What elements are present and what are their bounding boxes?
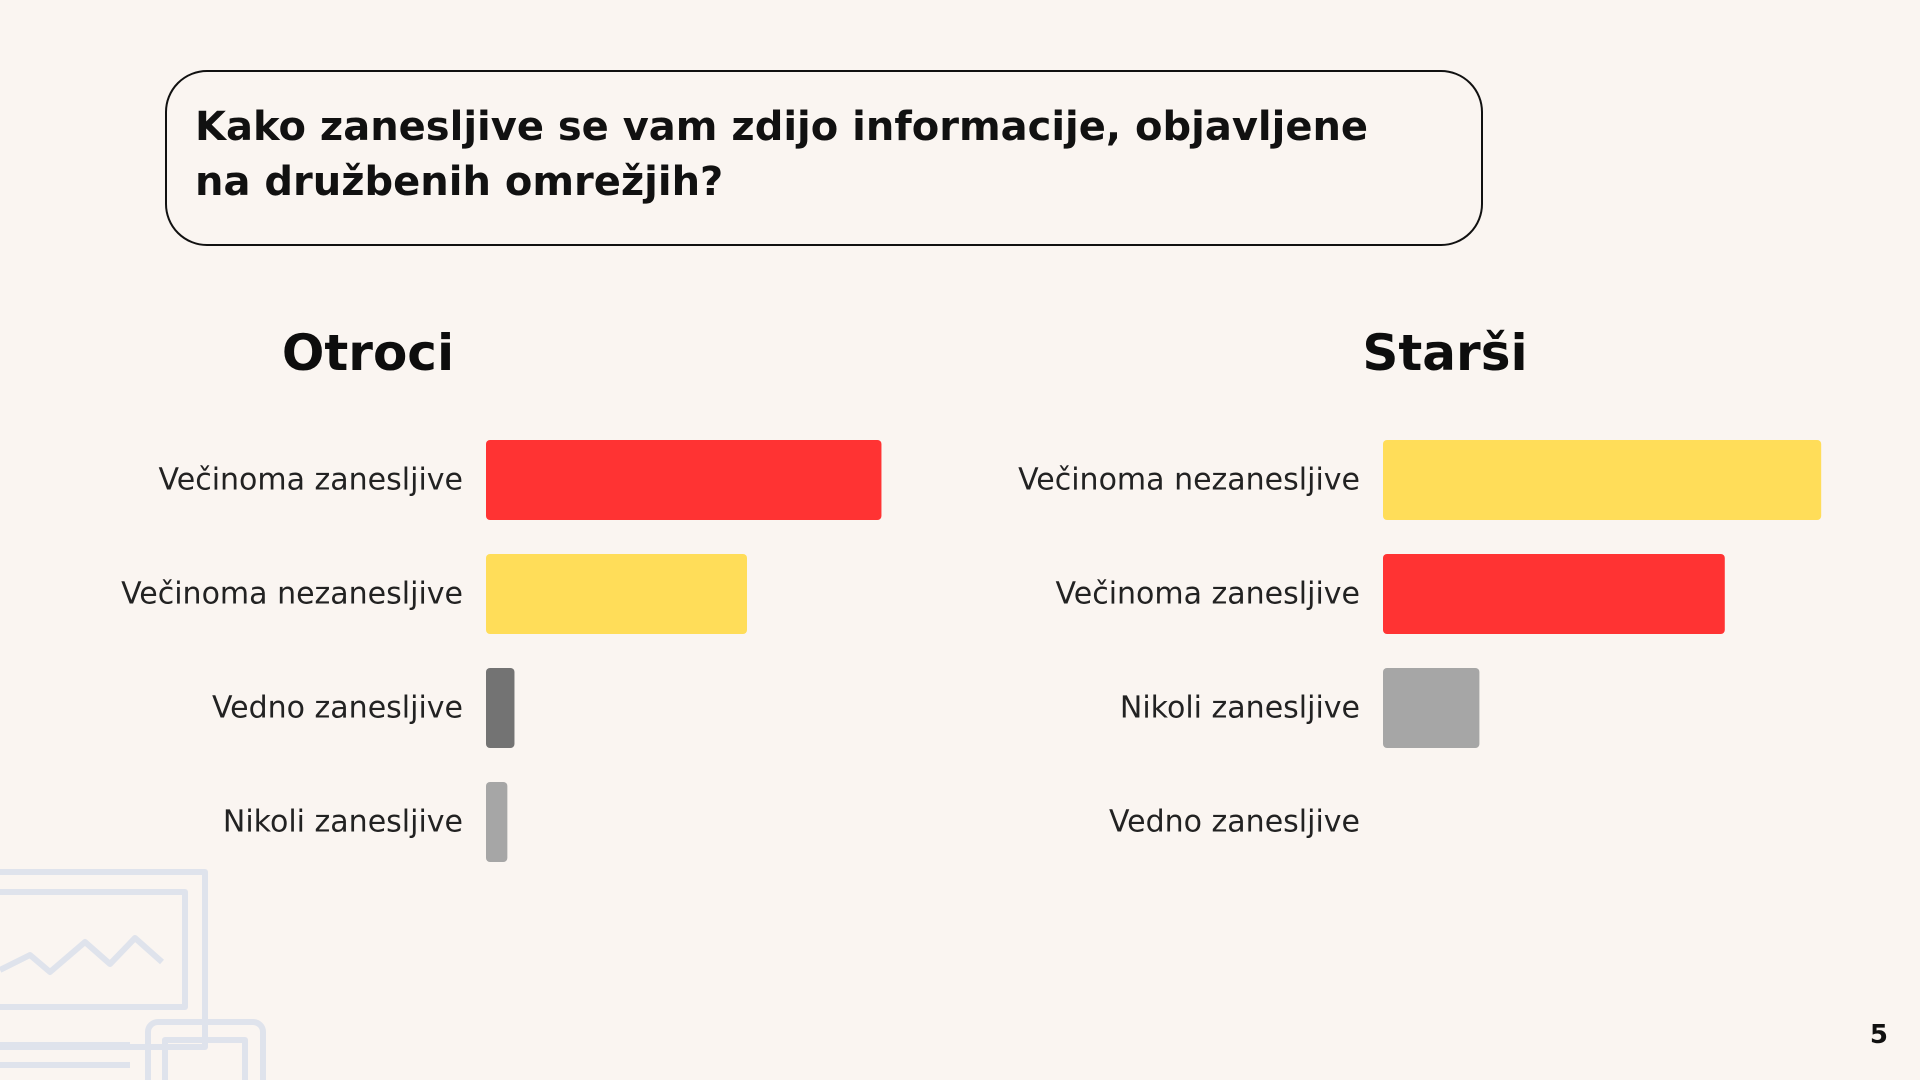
category-label-vecinoma-zanesljive: Večinoma zanesljive <box>159 463 463 498</box>
question-title: Kako zanesljive se vam zdijo informacije… <box>195 104 1369 205</box>
category-label-vedno-zanesljive: Vedno zanesljive <box>212 691 463 726</box>
bar-vecinoma-zanesljive <box>1383 554 1725 634</box>
category-label-vedno-zanesljive: Vedno zanesljive <box>1109 805 1360 840</box>
bar-vecinoma-nezanesljive <box>486 554 747 634</box>
question-box: Kako zanesljive se vam zdijo informacije… <box>165 70 1483 246</box>
category-label-nikoli-zanesljive: Nikoli zanesljive <box>1120 691 1360 726</box>
bar-chart-starsi: Večinoma nezanesljive Večinoma zanesljive… <box>1018 440 1822 840</box>
computer-chart-icon <box>0 869 266 1080</box>
category-label-vecinoma-nezanesljive: Večinoma nezanesljive <box>1018 463 1360 498</box>
chart-title-otroci: Otroci <box>281 324 455 382</box>
bar-vedno-zanesljive <box>486 668 515 748</box>
bar-nikoli-zanesljive <box>486 782 508 862</box>
page-number: 5 <box>1869 1020 1888 1050</box>
chart-title-starsi: Starši <box>1362 324 1528 382</box>
bar-nikoli-zanesljive <box>1383 668 1480 748</box>
bar-chart-otroci: Večinoma zanesljive Večinoma nezanesljive… <box>121 440 882 862</box>
category-label-vecinoma-nezanesljive: Večinoma nezanesljive <box>121 577 463 612</box>
bar-vecinoma-zanesljive <box>486 440 882 520</box>
category-label-vecinoma-zanesljive: Večinoma zanesljive <box>1056 577 1360 612</box>
bar-vecinoma-nezanesljive <box>1383 440 1822 520</box>
category-label-nikoli-zanesljive: Nikoli zanesljive <box>223 805 463 840</box>
